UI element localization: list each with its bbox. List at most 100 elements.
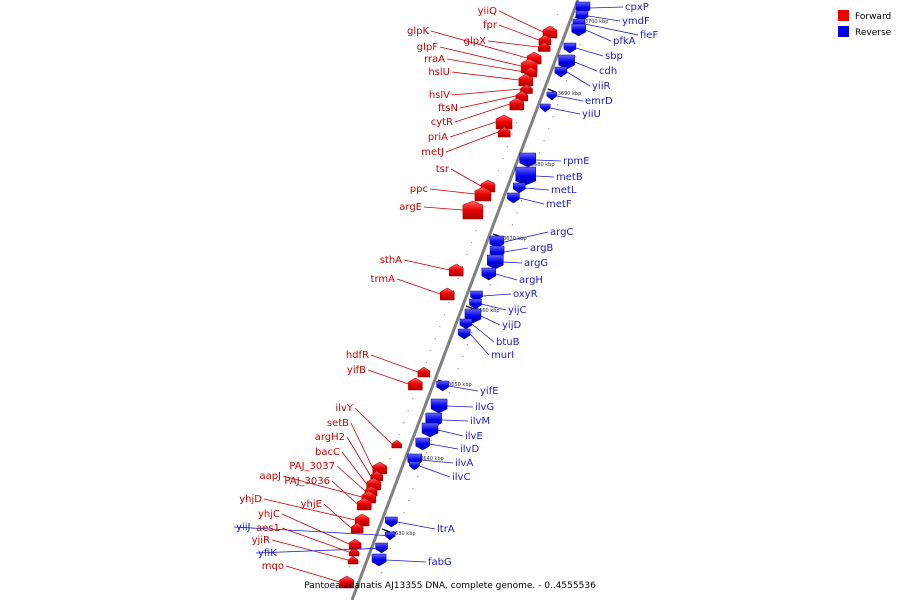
forward-gene-label-cytR[interactable]: cytR bbox=[431, 117, 453, 128]
reverse-gene-metF[interactable] bbox=[507, 192, 520, 204]
forward-gene-trmA[interactable] bbox=[440, 287, 455, 301]
reverse-gene-label-ilvE[interactable]: ilvE bbox=[465, 431, 483, 442]
reverse-gene-argG[interactable] bbox=[487, 254, 504, 270]
reverse-gene-label-cdh[interactable]: cdh bbox=[599, 66, 617, 77]
forward-gene-label-hslV[interactable]: hslV bbox=[429, 90, 450, 101]
forward-gene-label-hdfR[interactable]: hdfR bbox=[346, 350, 369, 361]
forward-gene-label-PAJ_3036[interactable]: PAJ_3036 bbox=[284, 476, 330, 487]
forward-gene-label-yifB[interactable]: yifB bbox=[347, 365, 366, 376]
forward-gene-label-bacC[interactable]: bacC bbox=[315, 447, 340, 458]
reverse-gene-label-yfiK[interactable]: yfiK bbox=[258, 548, 277, 559]
reverse-gene-yiiU[interactable] bbox=[540, 103, 551, 113]
reverse-gene-label-yiiR[interactable]: yiiR bbox=[592, 81, 610, 92]
reverse-gene-pfkA[interactable] bbox=[571, 23, 586, 37]
forward-gene-yiiQ[interactable] bbox=[542, 25, 558, 39]
reverse-gene-label-ilvC[interactable]: ilvC bbox=[452, 472, 470, 483]
forward-gene-label-argH2[interactable]: argH2 bbox=[315, 432, 345, 443]
forward-gene-yhjC[interactable] bbox=[348, 538, 362, 550]
reverse-gene-label-ltrA[interactable]: ltrA bbox=[437, 524, 455, 535]
reverse-gene-ilvG[interactable] bbox=[430, 398, 448, 414]
forward-gene-label-trmA[interactable]: trmA bbox=[371, 274, 396, 285]
reverse-gene-metL[interactable] bbox=[512, 182, 526, 194]
reverse-gene-label-argB[interactable]: argB bbox=[530, 243, 553, 254]
reverse-gene-label-cpxP[interactable]: cpxP bbox=[625, 2, 649, 13]
forward-gene-label-ilvY[interactable]: ilvY bbox=[335, 403, 353, 414]
reverse-gene-yifE[interactable] bbox=[436, 380, 449, 392]
forward-gene-yjiR[interactable] bbox=[347, 555, 359, 565]
reverse-gene-label-yifE[interactable]: yifE bbox=[480, 386, 499, 397]
forward-gene-label-yhjD[interactable]: yhjD bbox=[239, 494, 262, 505]
forward-gene-label-yhjC[interactable]: yhjC bbox=[258, 509, 280, 520]
reverse-gene-label-emrD[interactable]: emrD bbox=[585, 96, 613, 107]
forward-gene-label-yhjE[interactable]: yhjE bbox=[301, 499, 322, 510]
reverse-gene-ilvC[interactable] bbox=[409, 461, 420, 471]
forward-gene-priA[interactable] bbox=[495, 114, 513, 130]
forward-gene-mqo[interactable] bbox=[339, 575, 355, 589]
reverse-gene-label-yijC[interactable]: yijC bbox=[508, 305, 526, 316]
reverse-gene-btuB[interactable] bbox=[459, 318, 473, 330]
forward-gene-aes1[interactable] bbox=[348, 547, 360, 557]
reverse-gene-fabG[interactable] bbox=[371, 553, 387, 567]
reverse-gene-label-metB[interactable]: metB bbox=[556, 172, 583, 183]
reverse-gene-label-ilvG[interactable]: ilvG bbox=[475, 402, 494, 413]
forward-gene-label-PAJ_3037[interactable]: PAJ_3037 bbox=[289, 461, 335, 472]
reverse-gene-emrD[interactable] bbox=[546, 91, 558, 101]
forward-gene-ppc[interactable] bbox=[474, 186, 492, 202]
reverse-gene-label-murI[interactable]: murI bbox=[491, 350, 514, 361]
forward-gene-label-priA[interactable]: priA bbox=[428, 132, 448, 143]
reverse-gene-label-argH[interactable]: argH bbox=[519, 275, 543, 286]
forward-gene-yifB[interactable] bbox=[408, 377, 423, 391]
reverse-gene-label-fieF[interactable]: fieF bbox=[640, 30, 658, 41]
reverse-gene-murI[interactable] bbox=[457, 328, 471, 340]
reverse-gene-rpmE[interactable] bbox=[519, 152, 536, 168]
reverse-gene-label-fabG[interactable]: fabG bbox=[428, 557, 452, 568]
reverse-gene-label-btuB[interactable]: btuB bbox=[496, 337, 520, 348]
reverse-gene-label-oxyR[interactable]: oxyR bbox=[513, 289, 538, 300]
reverse-gene-label-metF[interactable]: metF bbox=[546, 199, 572, 210]
reverse-gene-metB[interactable] bbox=[515, 166, 536, 186]
forward-gene-label-ftsN[interactable]: ftsN bbox=[438, 103, 458, 114]
forward-gene-label-ppc[interactable]: ppc bbox=[410, 184, 428, 195]
forward-gene-label-tsr[interactable]: tsr bbox=[436, 164, 450, 175]
reverse-gene-cdh[interactable] bbox=[558, 54, 575, 70]
forward-gene-hslU[interactable] bbox=[518, 73, 534, 87]
forward-gene-label-yjiR[interactable]: yjiR bbox=[252, 535, 270, 546]
forward-gene-argE[interactable] bbox=[462, 200, 484, 220]
reverse-gene-ilvE[interactable] bbox=[421, 422, 439, 438]
reverse-gene-label-rpmE[interactable]: rpmE bbox=[563, 156, 590, 167]
forward-gene-label-argE[interactable]: argE bbox=[399, 202, 422, 213]
forward-gene-label-setB[interactable]: setB bbox=[327, 418, 349, 429]
forward-gene-hdfR[interactable] bbox=[417, 366, 431, 378]
forward-gene-label-rraA[interactable]: rraA bbox=[424, 54, 445, 65]
reverse-gene-label-yiiU[interactable]: yiiU bbox=[582, 109, 601, 120]
forward-gene-label-mqo[interactable]: mqo bbox=[262, 561, 284, 572]
reverse-gene-label-ilvD[interactable]: ilvD bbox=[460, 444, 479, 455]
forward-gene-PAJ_3036[interactable] bbox=[356, 497, 372, 511]
reverse-gene-label-argC[interactable]: argC bbox=[550, 227, 573, 238]
reverse-gene-label-yijD[interactable]: yijD bbox=[502, 320, 521, 331]
reverse-gene-label-yiiJ[interactable]: yiiJ bbox=[236, 522, 250, 533]
reverse-gene-label-sbp[interactable]: sbp bbox=[605, 51, 623, 62]
reverse-gene-label-ilvM[interactable]: ilvM bbox=[470, 416, 490, 427]
reverse-gene-label-metL[interactable]: metL bbox=[551, 185, 577, 196]
forward-gene-sthA[interactable] bbox=[449, 263, 464, 277]
forward-gene-label-yiiQ[interactable]: yiiQ bbox=[478, 6, 497, 17]
forward-gene-label-fpr[interactable]: fpr bbox=[483, 20, 498, 31]
reverse-gene-sbp[interactable] bbox=[563, 42, 577, 54]
forward-gene-label-glpX[interactable]: glpX bbox=[464, 36, 486, 47]
forward-gene-label-aes1[interactable]: aes1 bbox=[256, 523, 280, 534]
reverse-gene-yiiR[interactable] bbox=[554, 66, 568, 78]
forward-gene-label-metJ[interactable]: metJ bbox=[421, 147, 444, 158]
reverse-gene-argH[interactable] bbox=[481, 267, 497, 281]
forward-gene-glpX[interactable] bbox=[538, 42, 551, 52]
reverse-gene-yijC[interactable] bbox=[469, 298, 482, 310]
reverse-gene-ilvD[interactable] bbox=[415, 437, 431, 451]
reverse-gene-label-ilvA[interactable]: ilvA bbox=[455, 458, 473, 469]
forward-gene-label-glpK[interactable]: glpK bbox=[407, 26, 429, 37]
reverse-gene-ltrA[interactable] bbox=[385, 516, 398, 528]
forward-gene-yhjD[interactable] bbox=[354, 513, 370, 527]
forward-gene-label-hslU[interactable]: hslU bbox=[428, 67, 450, 78]
forward-gene-cytR[interactable] bbox=[509, 97, 525, 111]
reverse-gene-label-ymdF[interactable]: ymdF bbox=[622, 16, 650, 27]
forward-gene-ilvY[interactable] bbox=[391, 439, 403, 449]
